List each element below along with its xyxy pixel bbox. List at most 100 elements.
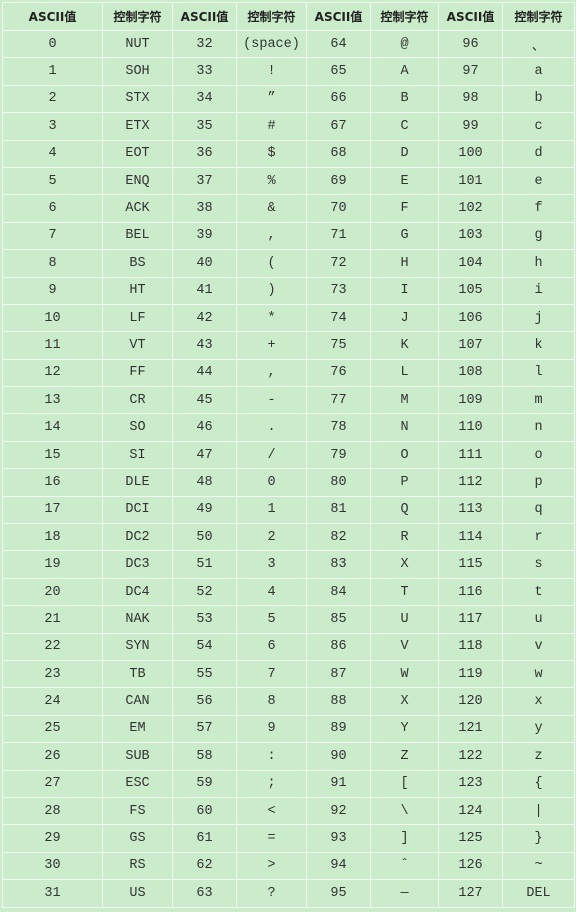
control-char-cell: .	[237, 414, 307, 441]
ascii-value-cell: 122	[439, 743, 503, 770]
control-char-cell: ETX	[103, 113, 173, 140]
control-char-cell: o	[503, 441, 575, 468]
control-char-cell: b	[503, 85, 575, 112]
control-char-cell: >	[237, 852, 307, 879]
header-row: ASCII值 控制字符 ASCII值 控制字符 ASCII值 控制字符 ASCI…	[3, 3, 575, 31]
ascii-value-cell: 103	[439, 222, 503, 249]
ascii-value-cell: 12	[3, 359, 103, 386]
ascii-value-cell: 70	[307, 195, 371, 222]
control-char-cell: y	[503, 715, 575, 742]
ascii-value-cell: 5	[3, 167, 103, 194]
control-char-cell: ESC	[103, 770, 173, 797]
table-row: 15 SI 47/79 O 111 o	[3, 441, 575, 468]
ascii-value-cell: 33	[173, 58, 237, 85]
control-char-cell: m	[503, 387, 575, 414]
ascii-value-cell: 14	[3, 414, 103, 441]
control-char-cell: (space)	[237, 31, 307, 58]
ascii-value-cell: 34	[173, 85, 237, 112]
control-char-cell: DC4	[103, 578, 173, 605]
control-char-cell: HT	[103, 277, 173, 304]
ascii-value-cell: 127	[439, 880, 503, 907]
ascii-value-cell: 19	[3, 551, 103, 578]
control-char-cell: ]	[371, 825, 439, 852]
ascii-value-cell: 105	[439, 277, 503, 304]
ascii-value-cell: 32	[173, 31, 237, 58]
ascii-value-cell: 43	[173, 332, 237, 359]
ascii-value-cell: 126	[439, 852, 503, 879]
ascii-value-cell: 110	[439, 414, 503, 441]
control-char-cell: 8	[237, 688, 307, 715]
control-char-cell: Q	[371, 496, 439, 523]
control-char-cell: F	[371, 195, 439, 222]
control-char-cell: (	[237, 250, 307, 277]
ascii-value-cell: 75	[307, 332, 371, 359]
header-control-char: 控制字符	[503, 3, 575, 31]
control-char-cell: q	[503, 496, 575, 523]
control-char-cell: :	[237, 743, 307, 770]
ascii-value-cell: 118	[439, 633, 503, 660]
control-char-cell: N	[371, 414, 439, 441]
ascii-value-cell: 48	[173, 469, 237, 496]
ascii-value-cell: 65	[307, 58, 371, 85]
ascii-value-cell: 7	[3, 222, 103, 249]
ascii-value-cell: 39	[173, 222, 237, 249]
control-char-cell: 9	[237, 715, 307, 742]
control-char-cell: l	[503, 359, 575, 386]
table-row: 16 DLE 48 0 80 P 112 p	[3, 469, 575, 496]
table-row: 10 LF 42 * 74 J 106 j	[3, 304, 575, 331]
ascii-value-cell: 69	[307, 167, 371, 194]
header-ascii-value: ASCII值	[3, 3, 103, 31]
control-char-cell: ENQ	[103, 167, 173, 194]
table-row: 14 SO 46. 78 N 110 n	[3, 414, 575, 441]
ascii-value-cell: 100	[439, 140, 503, 167]
control-char-cell: 0	[237, 469, 307, 496]
table-row: 28 FS 60 <92 \ 124 |	[3, 797, 575, 824]
ascii-value-cell: 78	[307, 414, 371, 441]
control-char-cell: %	[237, 167, 307, 194]
table-row: 18 DC2 50 2 82 R 114 r	[3, 524, 575, 551]
ascii-value-cell: 113	[439, 496, 503, 523]
control-char-cell: u	[503, 606, 575, 633]
ascii-value-cell: 82	[307, 524, 371, 551]
control-char-cell: d	[503, 140, 575, 167]
ascii-value-cell: 4	[3, 140, 103, 167]
control-char-cell: ,	[237, 222, 307, 249]
ascii-value-cell: 73	[307, 277, 371, 304]
control-char-cell: NAK	[103, 606, 173, 633]
header-control-char: 控制字符	[237, 3, 307, 31]
ascii-value-cell: 56	[173, 688, 237, 715]
ascii-value-cell: 41	[173, 277, 237, 304]
control-char-cell: \	[371, 797, 439, 824]
ascii-value-cell: 72	[307, 250, 371, 277]
control-char-cell: D	[371, 140, 439, 167]
ascii-value-cell: 17	[3, 496, 103, 523]
control-char-cell: f	[503, 195, 575, 222]
control-char-cell: P	[371, 469, 439, 496]
control-char-cell: BEL	[103, 222, 173, 249]
control-char-cell: W	[371, 660, 439, 687]
control-char-cell: X	[371, 551, 439, 578]
control-char-cell: NUT	[103, 31, 173, 58]
table-row: 23 TB 55 7 87 W 119 w	[3, 660, 575, 687]
control-char-cell: -	[237, 387, 307, 414]
control-char-cell: {	[503, 770, 575, 797]
ascii-value-cell: 117	[439, 606, 503, 633]
control-char-cell: }	[503, 825, 575, 852]
ascii-value-cell: 10	[3, 304, 103, 331]
control-char-cell: 6	[237, 633, 307, 660]
control-char-cell: =	[237, 825, 307, 852]
ascii-value-cell: 119	[439, 660, 503, 687]
control-char-cell: t	[503, 578, 575, 605]
ascii-value-cell: 109	[439, 387, 503, 414]
control-char-cell: CAN	[103, 688, 173, 715]
ascii-value-cell: 11	[3, 332, 103, 359]
table-row: 24 CAN 56 8 88 X 120 x	[3, 688, 575, 715]
ascii-value-cell: 36	[173, 140, 237, 167]
ascii-value-cell: 76	[307, 359, 371, 386]
control-char-cell: 1	[237, 496, 307, 523]
control-char-cell: Z	[371, 743, 439, 770]
ascii-value-cell: 42	[173, 304, 237, 331]
ascii-value-cell: 79	[307, 441, 371, 468]
header-ascii-value: ASCII值	[439, 3, 503, 31]
ascii-value-cell: 101	[439, 167, 503, 194]
